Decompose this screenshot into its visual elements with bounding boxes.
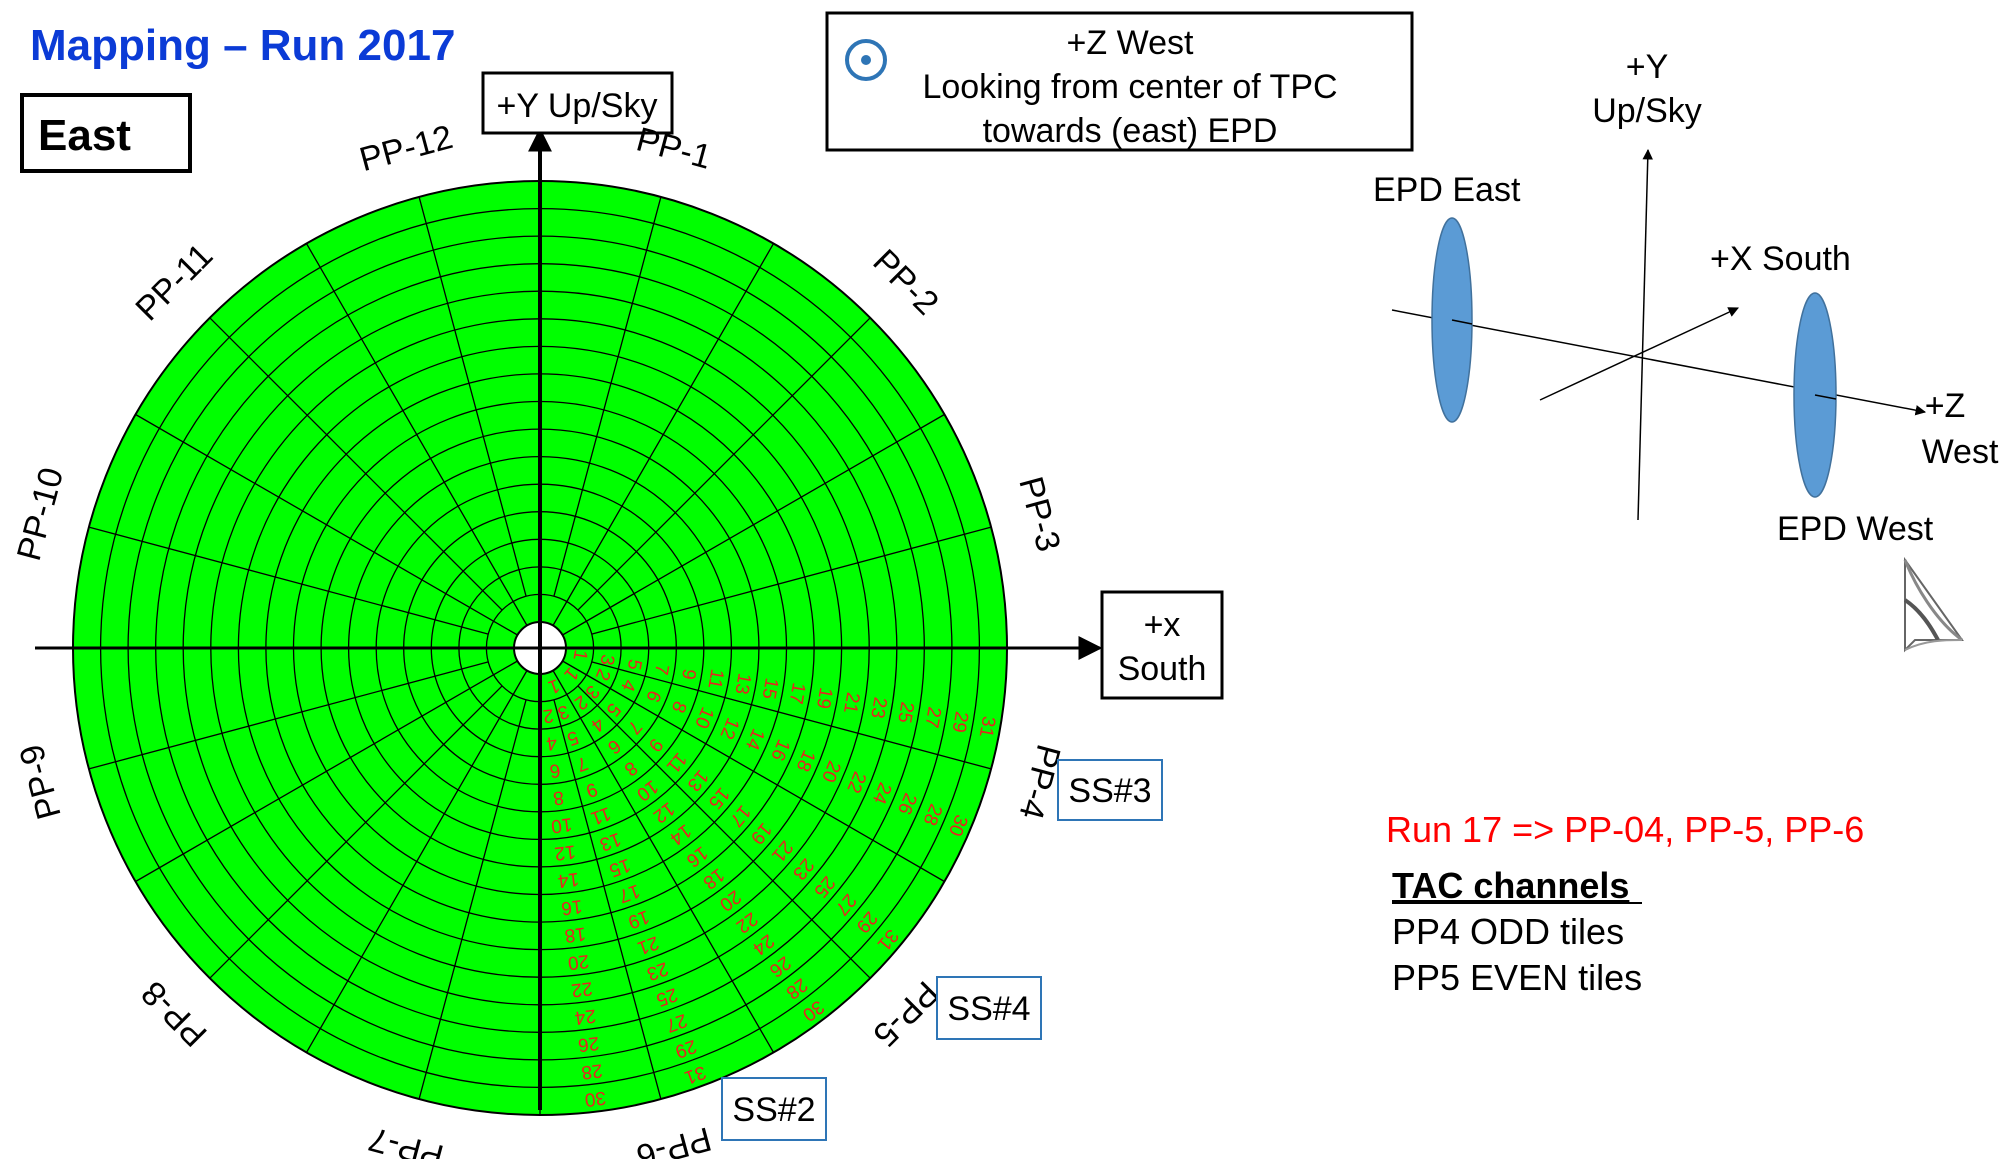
disk-spoke	[305, 670, 528, 1053]
tile-number: 23	[866, 695, 890, 719]
pp-label-2: PP-2	[865, 242, 945, 322]
run-note: Run 17 => PP-04, PP-5, PP-6	[1386, 809, 1864, 850]
disk-spoke	[552, 243, 775, 626]
ss2-box: SS#2	[721, 1077, 827, 1141]
tile-number: 28	[580, 1059, 604, 1082]
disk-spoke	[209, 685, 503, 979]
diagram-z-label-line2: West	[1922, 433, 1999, 471]
coordinate-diagram: +Y Up/Sky +X South +Z West EPD East EPD …	[1373, 48, 1999, 653]
disk-spoke	[418, 699, 527, 1100]
tile-number: 30	[583, 1087, 607, 1110]
tile-number: 3	[596, 653, 619, 667]
tile-number: 13	[730, 671, 754, 695]
tac-line-1: PP4 ODD tiles	[1392, 911, 1624, 952]
tile-number: 2	[542, 704, 555, 726]
pp-label-8: PP-8	[134, 973, 214, 1053]
ss3-label: SS#3	[1068, 772, 1151, 810]
disk-spoke	[577, 317, 871, 611]
ss4-box: SS#4	[936, 976, 1042, 1040]
tile-number: 10	[550, 813, 574, 836]
tile-number: 8	[552, 786, 565, 808]
x-axis-label-line1: +x	[1144, 606, 1181, 644]
disk-spoke	[577, 685, 871, 979]
ss2-label: SS#2	[732, 1091, 815, 1129]
disk-spoke	[591, 526, 992, 635]
disk-spoke	[552, 670, 775, 1053]
tile-number: 26	[577, 1032, 601, 1055]
tile-number: 1	[568, 648, 591, 662]
diagram-y-label-line1: +Y	[1626, 48, 1669, 86]
disk-spoke	[88, 526, 489, 635]
tile-number: 20	[567, 950, 591, 973]
out-of-page-icon	[845, 39, 887, 81]
disk-spoke	[553, 196, 662, 597]
tile-number: 14	[556, 868, 580, 891]
eye-icon	[1903, 556, 1964, 653]
tile-number: 18	[563, 922, 587, 945]
view-line-3: towards (east) EPD	[983, 112, 1278, 150]
disk-spoke	[418, 196, 527, 597]
disk-spoke	[591, 661, 992, 770]
disk-spoke	[135, 413, 518, 636]
disk-spoke	[209, 317, 503, 611]
view-direction-box: +Z West Looking from center of TPC towar…	[825, 11, 1414, 152]
pp-label-1: PP-1	[632, 120, 715, 176]
epd-east-label: EPD East	[1373, 171, 1521, 209]
disk-spoke	[562, 413, 945, 636]
tile-number: 22	[570, 977, 594, 1000]
page-title: Mapping – Run 2017	[30, 21, 455, 70]
tile-number: 9	[677, 667, 700, 681]
tile-number: 29	[948, 710, 972, 734]
diagram-y-label-line2: Up/Sky	[1592, 92, 1702, 130]
pp-label-9: PP-9	[12, 740, 68, 823]
tile-number: 7	[650, 662, 673, 676]
side-label-box: East	[20, 93, 192, 173]
tile-number: 31	[975, 715, 999, 739]
tile-number: 12	[553, 840, 577, 863]
pp-label-12: PP-12	[356, 118, 457, 179]
disk-spoke	[553, 699, 662, 1100]
tac-line-2: PP5 EVEN tiles	[1392, 957, 1642, 998]
tile-number: 11	[703, 667, 727, 690]
tile-number: 6	[548, 759, 561, 781]
tile-number: 25	[893, 700, 917, 724]
y-axis-label: +Y Up/Sky	[497, 87, 658, 125]
tile-number: 15	[758, 676, 782, 700]
tile-number: 17	[785, 681, 809, 705]
view-line-1: +Z West	[1067, 24, 1194, 62]
tile-number: 5	[623, 658, 646, 672]
disk-spoke	[88, 661, 489, 770]
diagram-x-label: +X South	[1710, 240, 1851, 278]
view-line-2: Looking from center of TPC	[922, 68, 1337, 106]
diagram-z-label-line1: +Z	[1925, 387, 1966, 425]
pp-label-3: PP-3	[1011, 473, 1067, 556]
disk-spoke	[305, 243, 528, 626]
tile-number: 21	[839, 691, 863, 715]
epd-west-label: EPD West	[1777, 510, 1934, 548]
side-label: East	[38, 111, 131, 160]
tac-heading: TAC channels	[1392, 865, 1629, 906]
pp-label-7: PP-7	[365, 1119, 448, 1159]
tile-number: 16	[560, 895, 584, 918]
ss4-label: SS#4	[947, 990, 1030, 1028]
disk-spokes	[73, 181, 1007, 1115]
pp-label-11: PP-11	[128, 236, 220, 328]
pp-label-5: PP-5	[865, 973, 945, 1053]
diagram-x-axis	[1539, 307, 1739, 401]
tile-number: 4	[545, 732, 558, 754]
tile-number: 24	[573, 1005, 597, 1028]
x-axis-label-box: +x South	[1100, 590, 1224, 700]
tile-number: 19	[812, 686, 836, 710]
pp-label-10: PP-10	[10, 464, 71, 565]
ss3-box: SS#3	[1057, 759, 1163, 821]
diagram-y-axis	[1637, 148, 1653, 521]
pp-label-6: PP-6	[632, 1119, 715, 1159]
y-axis-label-box: +Y Up/Sky	[481, 71, 674, 135]
disk-spoke	[135, 660, 518, 883]
disk-spoke	[562, 660, 945, 883]
tile-number: 27	[920, 705, 944, 729]
x-axis-label-line2: South	[1118, 650, 1207, 688]
